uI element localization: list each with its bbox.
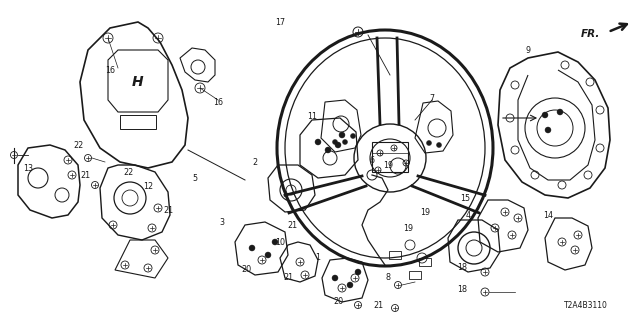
Text: 17: 17 bbox=[275, 18, 285, 27]
Text: 7: 7 bbox=[429, 93, 435, 102]
Text: 8: 8 bbox=[385, 274, 390, 283]
Text: 6: 6 bbox=[369, 156, 374, 164]
Text: 15: 15 bbox=[460, 194, 470, 203]
Text: 19: 19 bbox=[403, 223, 413, 233]
Text: 2: 2 bbox=[252, 157, 257, 166]
Circle shape bbox=[545, 127, 551, 133]
Circle shape bbox=[426, 140, 431, 146]
Circle shape bbox=[542, 112, 548, 118]
Text: 22: 22 bbox=[123, 167, 133, 177]
Circle shape bbox=[265, 252, 271, 258]
Text: 16: 16 bbox=[105, 66, 115, 75]
Circle shape bbox=[557, 109, 563, 115]
Text: T2A4B3110: T2A4B3110 bbox=[564, 301, 608, 310]
Text: 16: 16 bbox=[213, 98, 223, 107]
Text: 21: 21 bbox=[80, 171, 90, 180]
Text: 20: 20 bbox=[333, 298, 343, 307]
Text: 9: 9 bbox=[525, 45, 531, 54]
Text: 14: 14 bbox=[543, 211, 553, 220]
Circle shape bbox=[339, 132, 345, 138]
Text: 20: 20 bbox=[241, 266, 251, 275]
Circle shape bbox=[325, 147, 331, 153]
Text: FR.: FR. bbox=[580, 29, 600, 39]
Circle shape bbox=[347, 282, 353, 288]
Circle shape bbox=[333, 140, 337, 145]
Text: 19: 19 bbox=[420, 207, 430, 217]
Text: 5: 5 bbox=[193, 173, 198, 182]
Circle shape bbox=[249, 245, 255, 251]
Circle shape bbox=[315, 139, 321, 145]
Text: 21: 21 bbox=[373, 300, 383, 309]
Text: 21: 21 bbox=[283, 274, 293, 283]
Circle shape bbox=[335, 142, 341, 148]
Circle shape bbox=[355, 269, 361, 275]
Text: 18: 18 bbox=[457, 263, 467, 273]
Text: 21: 21 bbox=[287, 220, 297, 229]
Text: 22: 22 bbox=[73, 140, 83, 149]
Text: 10: 10 bbox=[275, 237, 285, 246]
Text: 18: 18 bbox=[457, 285, 467, 294]
Circle shape bbox=[436, 142, 442, 148]
Text: 1: 1 bbox=[316, 253, 321, 262]
Circle shape bbox=[332, 275, 338, 281]
Text: H: H bbox=[132, 75, 144, 89]
Text: 11: 11 bbox=[307, 111, 317, 121]
Text: 4: 4 bbox=[465, 211, 470, 220]
Text: 12: 12 bbox=[143, 181, 153, 190]
Circle shape bbox=[272, 239, 278, 245]
Text: 21: 21 bbox=[163, 205, 173, 214]
Circle shape bbox=[351, 133, 355, 139]
Text: 13: 13 bbox=[23, 164, 33, 172]
Text: 19: 19 bbox=[383, 161, 393, 170]
Circle shape bbox=[342, 140, 348, 145]
Text: 3: 3 bbox=[220, 218, 225, 227]
